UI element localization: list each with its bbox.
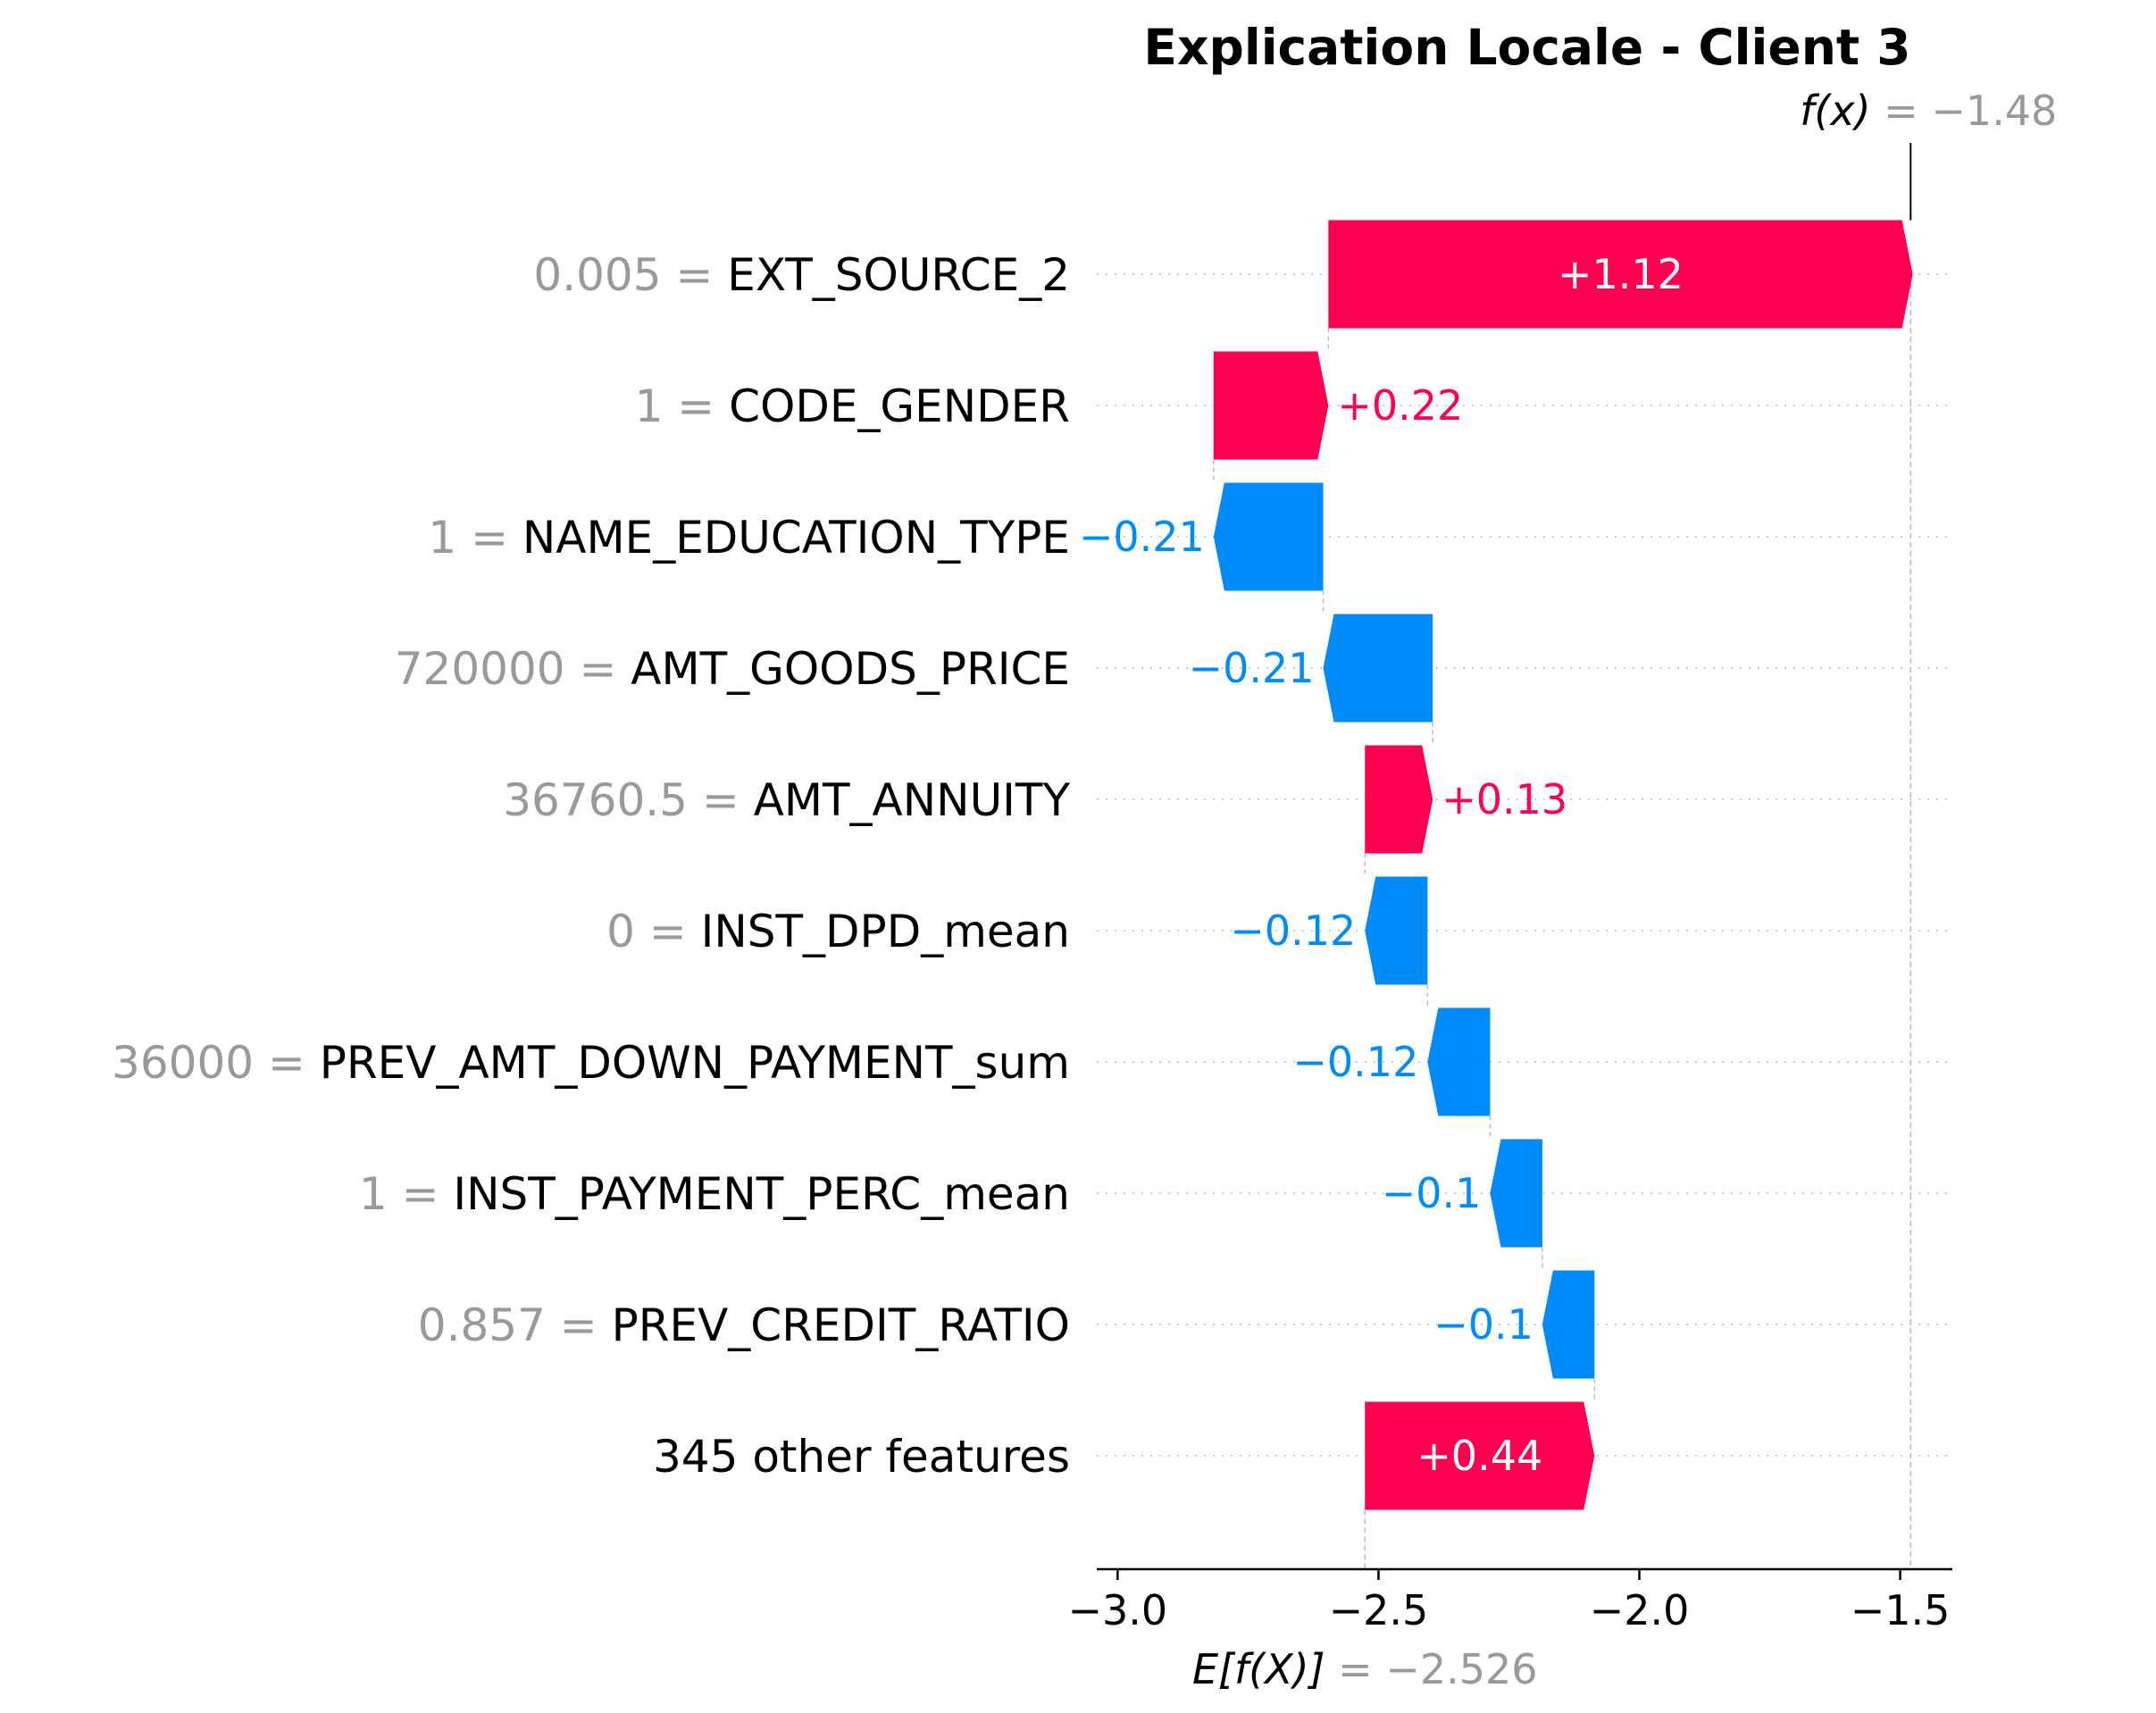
final-value-label: f(x) = −1.48	[1800, 87, 2057, 135]
feature-name: PREV_AMT_DOWN_PAYMENT_sum	[320, 1037, 1070, 1089]
positive-bar	[1365, 1401, 1595, 1510]
feature-name: INST_DPD_mean	[701, 906, 1070, 957]
feature-value: 720000 =	[395, 643, 631, 695]
feature-value: 0 =	[606, 906, 701, 957]
negative-bar	[1365, 876, 1428, 985]
row-label: 36000 = PREV_AMT_DOWN_PAYMENT_sum	[112, 1037, 1070, 1089]
base-value-func: E[f(X)]	[1192, 1645, 1325, 1693]
bar-value-label: −0.12	[1292, 1038, 1418, 1086]
bar-value-label: −0.21	[1189, 644, 1315, 692]
x-tick-label: −2.5	[1329, 1586, 1429, 1634]
feature-value: 36760.5 =	[503, 774, 753, 826]
row-label: 0.857 = PREV_CREDIT_RATIO	[418, 1299, 1070, 1351]
base-value-label: E[f(X)] = −2.526	[1192, 1645, 1538, 1693]
row-label: 0 = INST_DPD_mean	[606, 906, 1070, 957]
feature-name: INST_PAYMENT_PERC_mean	[453, 1168, 1070, 1220]
connector-lines	[1213, 143, 1912, 1569]
base-value-amount: = −2.526	[1325, 1645, 1538, 1693]
feature-name: 345 other features	[653, 1431, 1070, 1483]
row-label: 1 = CODE_GENDER	[635, 380, 1070, 432]
row-label: 720000 = AMT_GOODS_PRICE	[395, 643, 1070, 695]
feature-name: AMT_GOODS_PRICE	[631, 643, 1070, 695]
feature-value: 1 =	[359, 1168, 454, 1220]
feature-value: 36000 =	[112, 1037, 320, 1089]
row-label: 36760.5 = AMT_ANNUITY	[503, 774, 1070, 826]
feature-value: 0.005 =	[533, 249, 727, 301]
bar-value-label: +0.13	[1442, 775, 1567, 823]
bar-value-label: −0.1	[1433, 1300, 1533, 1349]
feature-name: NAME_EDUCATION_TYPE	[522, 512, 1070, 564]
final-value-amount: = −1.48	[1871, 87, 2058, 135]
feature-value: 1 =	[428, 512, 522, 564]
feature-name: CODE_GENDER	[729, 380, 1070, 432]
x-axis: −3.0 −2.5 −2.0 −1.5 E[f(X)] = −2.526 f(x) = −…	[1068, 87, 2058, 1693]
negative-bar	[1490, 1139, 1542, 1248]
positive-bar	[1213, 351, 1329, 460]
negative-bar	[1323, 614, 1433, 723]
row-label: 1 = NAME_EDUCATION_TYPE	[428, 512, 1070, 564]
positive-bar	[1365, 745, 1433, 854]
row-label: 1 = INST_PAYMENT_PERC_mean	[359, 1168, 1070, 1220]
feature-value: 1 =	[635, 380, 730, 432]
bar-value-label: −0.21	[1079, 513, 1205, 561]
feature-name: AMT_ANNUITY	[754, 774, 1071, 826]
x-tick-label: −1.5	[1851, 1586, 1951, 1634]
bar-value-label: −0.12	[1230, 907, 1356, 955]
bar-value-label: +1.12	[1558, 250, 1684, 298]
bar-value-label: −0.1	[1382, 1169, 1482, 1217]
bar-value-label: +0.44	[1416, 1432, 1542, 1480]
positive-bar	[1328, 220, 1913, 329]
bar-value-label: +0.22	[1337, 381, 1463, 430]
negative-bar	[1542, 1270, 1595, 1379]
feature-value: 0.857 =	[418, 1299, 612, 1351]
row-label: 345 other features	[653, 1431, 1070, 1483]
feature-name: EXT_SOURCE_2	[727, 249, 1070, 301]
feature-name: PREV_CREDIT_RATIO	[612, 1299, 1070, 1351]
x-tick-label: −2.0	[1590, 1586, 1690, 1634]
bars: +1.12 +0.22 −0.21 −0.21 +0.13 −0.12 −0.12 −0.1 −…	[1079, 220, 1913, 1510]
negative-bar	[1427, 1007, 1491, 1116]
row-label: 0.005 = EXT_SOURCE_2	[533, 249, 1070, 301]
chart-title: Explication Locale - Client 3	[1143, 19, 1910, 76]
x-tick-label: −3.0	[1068, 1586, 1168, 1634]
final-value-func: f(x)	[1800, 87, 1870, 135]
negative-bar	[1213, 482, 1324, 591]
